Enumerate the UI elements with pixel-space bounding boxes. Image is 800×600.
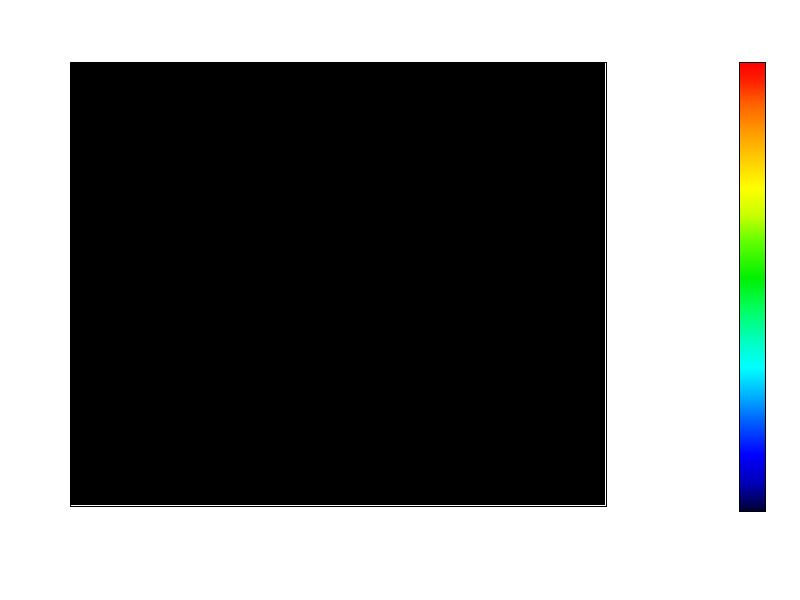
colorbar-container [739,62,766,512]
ionogram-plot-area [70,62,605,505]
colorbar-gradient [739,62,766,512]
ionogram-heatmap-canvas [70,62,605,505]
header-info-line [0,28,800,56]
